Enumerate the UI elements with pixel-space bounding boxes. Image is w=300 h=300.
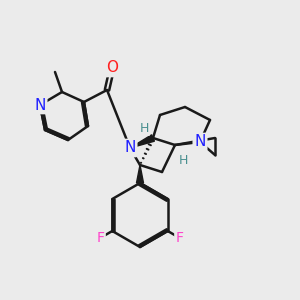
Text: N: N	[34, 98, 46, 112]
Text: F: F	[96, 231, 104, 245]
Text: N: N	[124, 140, 136, 155]
Text: H: H	[139, 122, 149, 134]
Text: H: H	[178, 154, 188, 166]
Text: O: O	[106, 61, 118, 76]
Polygon shape	[130, 135, 154, 148]
Text: N: N	[194, 134, 206, 149]
Polygon shape	[136, 165, 143, 183]
Text: F: F	[176, 231, 184, 245]
